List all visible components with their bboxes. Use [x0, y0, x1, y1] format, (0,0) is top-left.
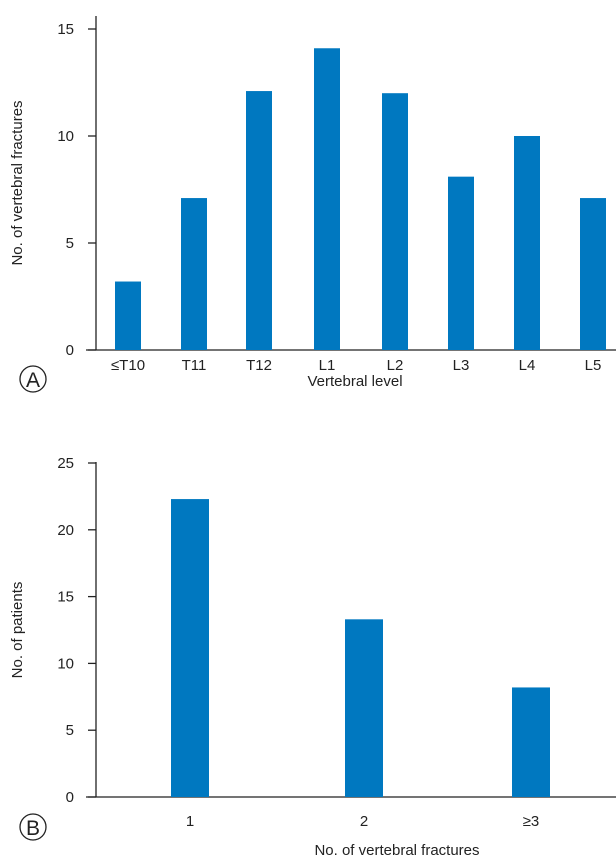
y-tick-label: 5 [66, 235, 74, 252]
x-tick-label: 1 [186, 813, 194, 830]
x-axis-title: No. of vertebral fractures [314, 842, 479, 859]
x-tick-label: T11 [182, 357, 207, 374]
panel-label: A [26, 369, 40, 392]
x-tick-label: L5 [585, 357, 602, 374]
bar [382, 93, 408, 350]
bar [580, 198, 606, 350]
x-tick-label: L4 [519, 357, 536, 374]
y-tick-label: 0 [66, 789, 74, 806]
x-tick-label: L2 [387, 357, 404, 374]
x-tick-label: ≥3 [523, 813, 540, 830]
panel-label-circle [19, 813, 47, 841]
y-tick-label: 10 [57, 128, 74, 145]
x-tick-label: 2 [360, 813, 368, 830]
x-axis-title: Vertebral level [307, 373, 402, 390]
x-tick-label: L1 [319, 357, 336, 374]
panel-label: B [26, 817, 40, 840]
y-tick-label: 20 [57, 522, 74, 539]
chart-panel-a: 0 5 10 15 ≤T10 T11 T12 L1 L2 L3 L4 L5 Vertebral le… [9, 16, 616, 393]
panel-label-circle [19, 365, 47, 393]
y-ticks: 0 5 10 15 [57, 21, 96, 359]
chart-panel-b: 0 5 10 15 20 25 1 2 ≥3 No. of vertebral fractur… [9, 455, 616, 859]
y-axis-title: No. of patients [9, 582, 26, 679]
bar [246, 91, 272, 350]
bars [115, 48, 606, 350]
y-tick-label: 0 [66, 342, 74, 359]
bar [345, 619, 383, 797]
bar [115, 281, 141, 350]
y-tick-label: 5 [66, 722, 74, 739]
bar [512, 687, 550, 797]
bar [314, 48, 340, 350]
y-tick-label: 10 [57, 655, 74, 672]
bars [171, 499, 550, 797]
x-tick-labels: ≤T10 T11 T12 L1 L2 L3 L4 L5 [111, 357, 601, 374]
x-tick-labels: 1 2 ≥3 [186, 813, 539, 830]
x-tick-label: ≤T10 [111, 357, 145, 374]
y-tick-label: 25 [57, 455, 74, 472]
x-tick-label: T12 [246, 357, 272, 374]
bar [514, 136, 540, 350]
bar [181, 198, 207, 350]
y-ticks: 0 5 10 15 20 25 [57, 455, 96, 806]
y-tick-label: 15 [57, 21, 74, 38]
bar [448, 176, 474, 350]
bar [171, 499, 209, 797]
x-tick-label: L3 [453, 357, 470, 374]
y-tick-label: 15 [57, 589, 74, 606]
y-axis-title: No. of vertebral fractures [9, 100, 26, 265]
